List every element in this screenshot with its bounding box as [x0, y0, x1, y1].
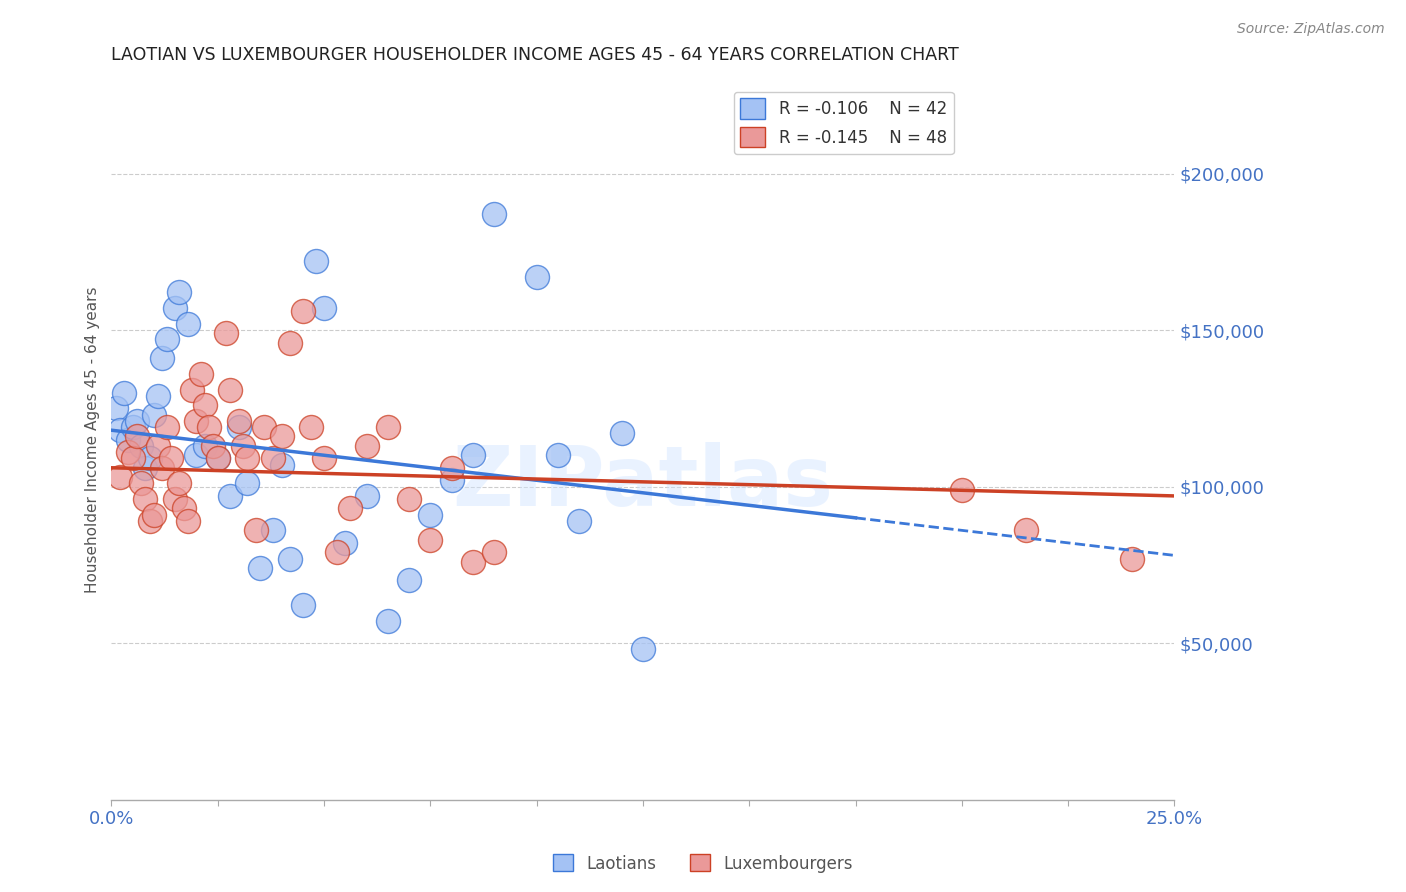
Point — [138, 451, 160, 466]
Point — [339, 501, 361, 516]
Point — [169, 285, 191, 300]
Text: LAOTIAN VS LUXEMBOURGER HOUSEHOLDER INCOME AGES 45 - 64 YEARS CORRELATION CHART: LAOTIAN VS LUXEMBOURGER HOUSEHOLDER INCO… — [111, 46, 959, 64]
Point — [398, 491, 420, 506]
Point — [177, 317, 200, 331]
Point — [610, 426, 633, 441]
Point — [377, 420, 399, 434]
Legend: R = -0.106    N = 42, R = -0.145    N = 48: R = -0.106 N = 42, R = -0.145 N = 48 — [734, 92, 953, 154]
Point — [142, 408, 165, 422]
Point — [134, 460, 156, 475]
Point — [165, 301, 187, 315]
Point — [173, 501, 195, 516]
Point — [304, 254, 326, 268]
Point — [194, 398, 217, 412]
Point — [134, 491, 156, 506]
Point — [215, 326, 238, 341]
Point — [202, 439, 225, 453]
Point — [152, 351, 174, 366]
Point — [312, 301, 335, 315]
Point — [236, 451, 259, 466]
Point — [148, 439, 170, 453]
Point — [547, 448, 569, 462]
Point — [419, 508, 441, 522]
Point — [165, 491, 187, 506]
Point — [207, 451, 229, 466]
Point — [1121, 551, 1143, 566]
Point — [278, 551, 301, 566]
Point — [129, 476, 152, 491]
Point — [253, 420, 276, 434]
Point — [152, 460, 174, 475]
Point — [112, 385, 135, 400]
Point — [440, 473, 463, 487]
Point — [125, 429, 148, 443]
Point — [270, 458, 292, 472]
Point — [156, 420, 179, 434]
Point — [160, 451, 183, 466]
Point — [291, 304, 314, 318]
Point — [398, 574, 420, 588]
Point — [262, 451, 284, 466]
Point — [356, 489, 378, 503]
Point — [356, 439, 378, 453]
Point — [232, 439, 254, 453]
Point — [326, 545, 349, 559]
Point — [270, 429, 292, 443]
Point — [482, 545, 505, 559]
Point — [207, 451, 229, 466]
Point — [228, 420, 250, 434]
Point — [440, 460, 463, 475]
Point — [236, 476, 259, 491]
Text: Source: ZipAtlas.com: Source: ZipAtlas.com — [1237, 22, 1385, 37]
Point — [291, 599, 314, 613]
Point — [228, 414, 250, 428]
Point — [169, 476, 191, 491]
Point — [482, 207, 505, 221]
Point — [121, 451, 143, 466]
Point — [419, 533, 441, 547]
Point — [117, 433, 139, 447]
Legend: Laotians, Luxembourgers: Laotians, Luxembourgers — [547, 847, 859, 880]
Point — [108, 423, 131, 437]
Point — [335, 536, 357, 550]
Point — [219, 489, 242, 503]
Point — [219, 383, 242, 397]
Point — [262, 524, 284, 538]
Point — [526, 269, 548, 284]
Y-axis label: Householder Income Ages 45 - 64 years: Householder Income Ages 45 - 64 years — [86, 286, 100, 593]
Point — [156, 333, 179, 347]
Point — [177, 514, 200, 528]
Point — [278, 335, 301, 350]
Point — [190, 367, 212, 381]
Point — [950, 483, 973, 497]
Point — [194, 439, 217, 453]
Point — [245, 524, 267, 538]
Point — [181, 383, 204, 397]
Point — [138, 514, 160, 528]
Point — [148, 389, 170, 403]
Point — [186, 448, 208, 462]
Point — [142, 508, 165, 522]
Point — [249, 561, 271, 575]
Point — [117, 445, 139, 459]
Point — [125, 414, 148, 428]
Point — [186, 414, 208, 428]
Point — [631, 642, 654, 657]
Point — [568, 514, 591, 528]
Point — [312, 451, 335, 466]
Point — [129, 439, 152, 453]
Point — [461, 448, 484, 462]
Point — [1014, 524, 1036, 538]
Point — [461, 555, 484, 569]
Text: ZIPatlas: ZIPatlas — [453, 442, 834, 524]
Point — [377, 614, 399, 628]
Point — [108, 470, 131, 484]
Point — [121, 420, 143, 434]
Point — [198, 420, 221, 434]
Point — [299, 420, 322, 434]
Point — [104, 401, 127, 416]
